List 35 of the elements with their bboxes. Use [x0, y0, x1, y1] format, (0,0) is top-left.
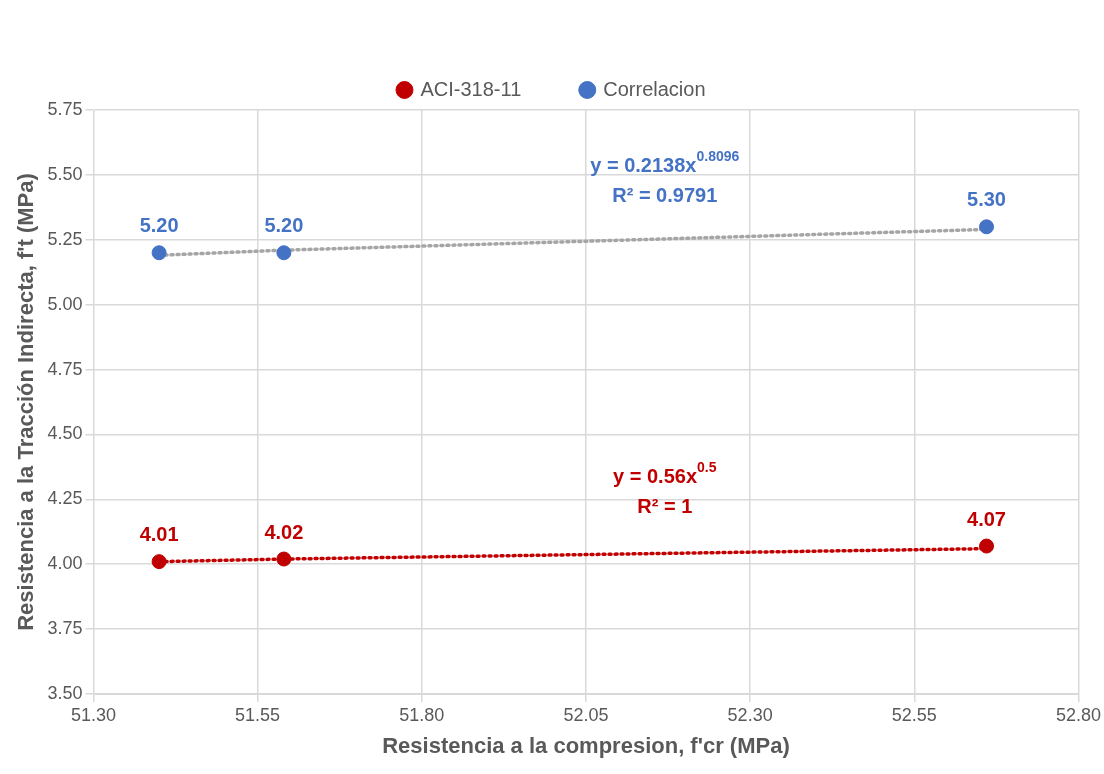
data-label: 4.07 — [967, 507, 1007, 530]
annotation: R² = 1 — [637, 495, 693, 518]
legend-label: Correlacion — [603, 77, 706, 100]
y-tick-label: 5.50 — [47, 163, 83, 184]
point — [979, 538, 995, 554]
x-tick-label: 52.80 — [1055, 704, 1101, 725]
data-label: 5.20 — [139, 214, 179, 237]
point — [151, 554, 167, 570]
data-label: 4.02 — [264, 520, 304, 543]
y-tick-label: 3.50 — [47, 682, 83, 703]
data-label: 5.30 — [967, 188, 1007, 211]
y-tick-label: 5.00 — [47, 293, 83, 314]
y-tick-label: 5.25 — [47, 228, 83, 249]
data-label: 4.01 — [139, 523, 179, 546]
point — [151, 245, 167, 261]
point — [979, 219, 995, 235]
x-tick-label: 52.30 — [727, 704, 773, 725]
data-label: 5.20 — [264, 214, 304, 237]
y-tick-label: 4.75 — [47, 358, 83, 379]
y-tick-label: 4.25 — [47, 488, 83, 509]
legend-label: ACI-318-11 — [420, 77, 522, 100]
x-tick-label: 52.05 — [563, 704, 609, 725]
y-axis-title: Resistencia a la Tracción Indirecta, f't (MPa) — [13, 173, 39, 631]
y-tick-label: 3.75 — [47, 618, 83, 639]
y-tick-label: 4.50 — [47, 423, 83, 444]
x-axis-title: Resistencia a la compresion, f'cr (MPa) — [382, 732, 790, 758]
point — [276, 245, 292, 261]
x-tick-label: 51.80 — [399, 704, 445, 725]
x-tick-label: 51.30 — [70, 704, 116, 725]
x-tick-label: 51.55 — [235, 704, 281, 725]
annotation: R² = 0.9791 — [612, 183, 718, 206]
y-tick-label: 4.00 — [47, 553, 83, 574]
x-tick-label: 52.55 — [891, 704, 937, 725]
y-tick-label: 5.75 — [47, 98, 83, 119]
point — [276, 551, 292, 567]
